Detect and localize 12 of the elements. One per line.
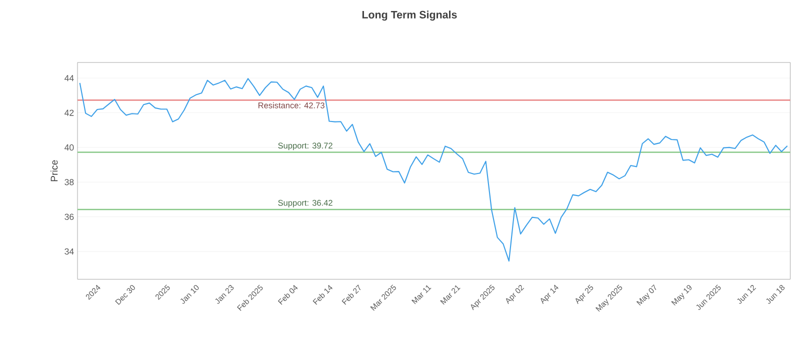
y-tick-label: 44 (64, 75, 74, 82)
ref-line-label: Support: 36.42 (278, 200, 332, 208)
chart-title: Long Term Signals (362, 10, 457, 21)
y-tick-label: 38 (64, 179, 74, 186)
y-tick-label: 34 (64, 248, 74, 255)
line-series (79, 78, 788, 262)
ref-line-label: Support: 39.72 (278, 142, 332, 150)
y-axis-title: Price (50, 160, 58, 182)
y-tick-label: 42 (64, 110, 74, 116)
y-tick-label: 40 (64, 144, 74, 151)
ref-line-label: Resistance: 42.73 (258, 102, 324, 108)
y-tick-label: 36 (64, 214, 74, 220)
